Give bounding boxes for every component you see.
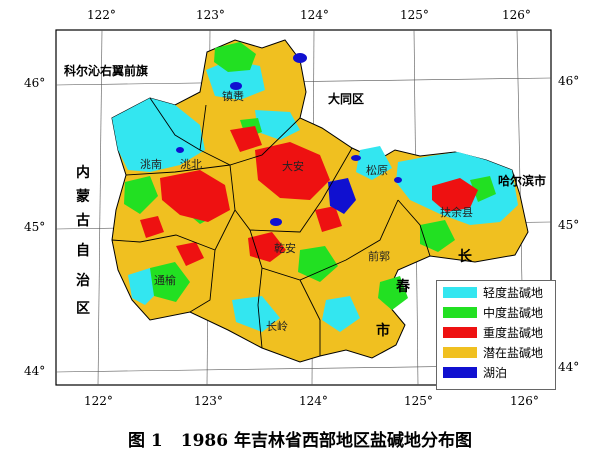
lon-label-top-125: 125° [400, 8, 429, 22]
map-legend: 轻度盐碱地 中度盐碱地 重度盐碱地 潜在盐碱地 湖泊 [436, 280, 556, 390]
legend-swatch-heavy [443, 326, 477, 338]
legend-swatch-moderate [443, 306, 477, 318]
place-qianan: 乾安 [274, 242, 296, 255]
lat-label-right-44: 44° [558, 360, 580, 374]
place-qianguo: 前郭 [368, 250, 390, 263]
lon-label-top-124: 124° [300, 8, 329, 22]
place-inner-mongolia-6: 区 [76, 301, 90, 317]
legend-swatch-light [443, 286, 477, 298]
legend-label-moderate: 中度盐碱地 [483, 305, 544, 320]
place-inner-mongolia-1: 内 [76, 165, 90, 181]
lon-label-bottom-125: 125° [404, 394, 433, 408]
lon-label-bottom-126: 126° [510, 394, 539, 408]
place-taonan: 洮南 [140, 158, 162, 171]
place-changling: 长岭 [266, 320, 288, 333]
legend-label-heavy: 重度盐碱地 [483, 325, 544, 340]
map-frame: 122° 123° 124° 125° 126° 122° 123° 124° … [24, 8, 580, 408]
lat-label-left-45: 45° [24, 220, 46, 234]
place-taobei: 洮北 [180, 158, 202, 171]
place-changchun-1: 长 [458, 249, 472, 265]
lon-label-top-123: 123° [196, 8, 225, 22]
place-khorchin: 科尔沁右翼前旗 [64, 64, 149, 78]
legend-item-potential: 潜在盐碱地 [443, 345, 544, 360]
lat-label-right-45: 45° [558, 218, 580, 232]
legend-item-light: 轻度盐碱地 [443, 285, 544, 300]
study-area-region [111, 39, 529, 363]
figure-title: 1986 年吉林省西部地区盐碱地分布图 [180, 431, 472, 451]
place-fuyu: 扶余县 [440, 206, 473, 219]
legend-label-light: 轻度盐碱地 [483, 285, 544, 300]
place-datong: 大同区 [328, 92, 365, 106]
place-songyuan: 松原 [366, 164, 388, 177]
place-changchun-2: 春 [396, 279, 410, 295]
lon-label-top-126: 126° [502, 8, 531, 22]
place-inner-mongolia-5: 治 [76, 273, 90, 289]
lat-label-left-46: 46° [24, 76, 46, 90]
lat-label-left-44: 44° [24, 364, 46, 378]
place-zhenlai: 镇赉 [222, 90, 244, 103]
place-inner-mongolia-4: 自 [76, 243, 90, 259]
lon-label-top-122: 122° [87, 8, 116, 22]
lon-label-bottom-124: 124° [299, 394, 328, 408]
place-inner-mongolia-2: 蒙 [76, 189, 90, 205]
legend-swatch-potential [443, 346, 477, 358]
legend-swatch-lake [443, 366, 477, 378]
legend-item-moderate: 中度盐碱地 [443, 305, 544, 320]
lat-label-right-46: 46° [558, 74, 580, 88]
figure-number: 图 1 [128, 431, 163, 451]
legend-label-potential: 潜在盐碱地 [483, 345, 544, 360]
legend-label-lake: 湖泊 [483, 365, 508, 380]
lon-label-bottom-123: 123° [194, 394, 223, 408]
place-changchun-3: 市 [376, 323, 390, 339]
legend-item-lake: 湖泊 [443, 365, 508, 380]
figure-caption: 图 1 1986 年吉林省西部地区盐碱地分布图 [0, 426, 600, 451]
lake-patches [176, 53, 402, 226]
place-inner-mongolia-3: 古 [76, 213, 90, 229]
place-daan: 大安 [282, 160, 304, 173]
place-harbin: 哈尔滨市 [498, 174, 547, 188]
map-canvas [55, 29, 552, 386]
lon-label-bottom-122: 122° [84, 394, 113, 408]
county-boundaries [111, 97, 431, 356]
place-tongyu: 通榆 [154, 274, 176, 287]
legend-item-heavy: 重度盐碱地 [443, 325, 544, 340]
